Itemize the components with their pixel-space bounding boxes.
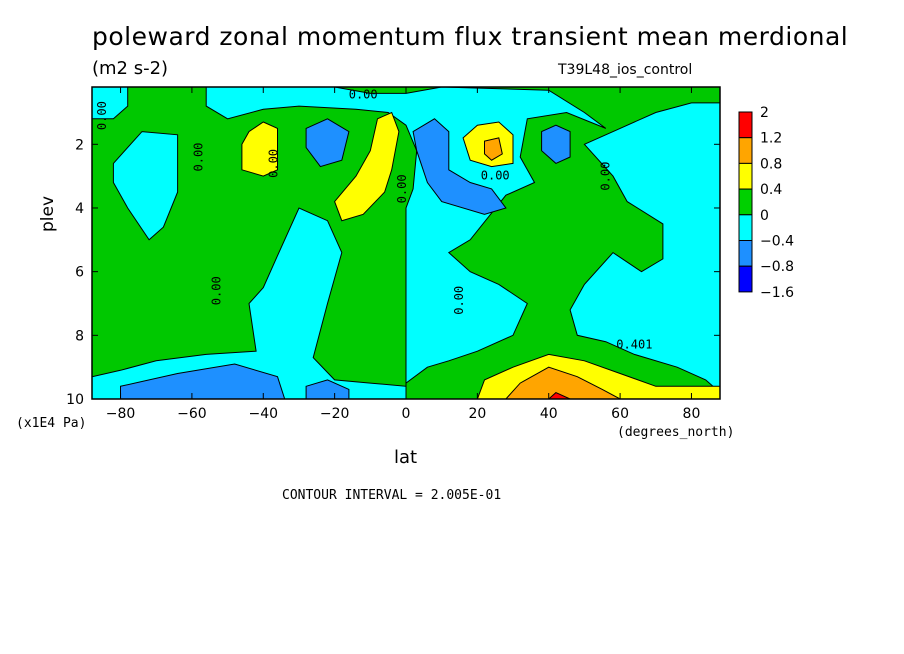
x-tick-label: 60 [611, 406, 629, 422]
x-tick-label: −60 [177, 406, 207, 422]
y-tick-label: 8 [75, 328, 84, 344]
contour-region-3 [569, 102, 720, 394]
contour-region-15 [505, 366, 621, 399]
x-tick-label: 0 [402, 406, 411, 422]
contour-label: 0.00 [452, 286, 466, 315]
contour-region-13 [305, 379, 350, 399]
contour-label: 0.00 [598, 162, 612, 191]
contour-label: 0.00 [349, 87, 378, 101]
contour-label: 0.00 [395, 174, 409, 203]
contour-region-0 [92, 87, 129, 120]
colorbar-label: −1.6 [760, 285, 794, 301]
x-tick-label: 80 [683, 406, 701, 422]
colorbar-label: 0 [760, 208, 769, 224]
colorbar-label: 0.8 [760, 156, 782, 172]
x-tick-label: 40 [540, 406, 558, 422]
colorbar-swatch [738, 214, 753, 242]
colorbar-swatch [738, 240, 753, 267]
colorbar-label: 2 [760, 105, 769, 121]
colorbar-label: −0.8 [760, 259, 794, 275]
colorbar-label: −0.4 [760, 234, 794, 250]
contour-label: 0.401 [616, 337, 652, 351]
contour-region-1 [112, 131, 179, 241]
contour-label: 0.00 [192, 143, 206, 172]
contour-label: 0.00 [481, 169, 510, 183]
contour-interval-label: CONTOUR INTERVAL = 2.005E-01 [282, 488, 502, 503]
contour-region-4 [92, 207, 407, 399]
contour-label: 0.00 [209, 276, 223, 305]
contour-region-2 [205, 87, 607, 399]
units-label: (m2 s-2) [92, 58, 169, 79]
y-axis-units: (x1E4 Pa) [16, 416, 87, 431]
contour-region-12 [120, 363, 286, 399]
colorbar-swatch [738, 162, 753, 190]
chart-title: poleward zonal momentum flux transient m… [92, 22, 849, 51]
contour-region-8 [484, 137, 503, 161]
contour-label: 0.00 [266, 149, 280, 178]
x-tick-label: −20 [320, 406, 350, 422]
x-tick-label: 20 [468, 406, 486, 422]
x-axis-units: (degrees_north) [617, 425, 735, 440]
colorbar-label: 1.2 [760, 131, 782, 147]
y-tick-label: 2 [75, 137, 84, 153]
y-tick-label: 6 [75, 265, 84, 281]
x-axis-label: lat [394, 447, 418, 468]
colorbar-label: 0.4 [760, 182, 782, 198]
contour-region-9 [305, 118, 350, 168]
run-name-label: T39L48_ios_control [558, 62, 693, 78]
contour-region-16 [547, 392, 571, 399]
contour-region-6 [334, 111, 400, 222]
colorbar-swatch [738, 265, 753, 293]
y-tick-label: 10 [66, 392, 84, 408]
contour-region-10 [412, 118, 507, 215]
colorbar-swatch [738, 111, 753, 139]
contour-label: 0.00 [95, 101, 109, 130]
x-tick-label: −80 [106, 406, 136, 422]
y-tick-label: 4 [75, 201, 84, 217]
contour-region-11 [541, 124, 571, 164]
x-tick-label: −40 [248, 406, 278, 422]
colorbar-swatch [738, 137, 753, 164]
contour-region-5 [241, 121, 278, 177]
colorbar-swatch [738, 188, 753, 216]
